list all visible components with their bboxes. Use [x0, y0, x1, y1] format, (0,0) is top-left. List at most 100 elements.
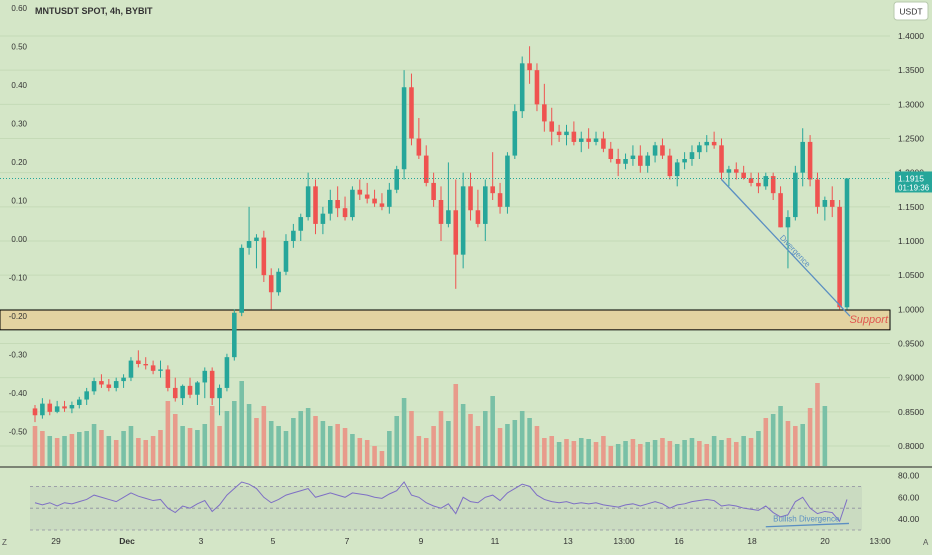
candle[interactable] — [615, 148, 621, 177]
candle[interactable] — [172, 377, 178, 402]
candle[interactable] — [807, 135, 813, 187]
candle[interactable] — [416, 118, 422, 159]
candle-body[interactable] — [47, 403, 53, 412]
candle[interactable] — [837, 200, 842, 310]
candle[interactable] — [601, 131, 606, 153]
candle[interactable] — [689, 145, 695, 166]
candle-body[interactable] — [195, 382, 200, 395]
price-axis[interactable]: 1.40001.35001.30001.25001.20001.15001.10… — [898, 31, 924, 451]
candle[interactable] — [793, 165, 798, 221]
candle-body[interactable] — [350, 189, 355, 218]
candle-body[interactable] — [77, 399, 82, 405]
candle[interactable] — [320, 206, 326, 235]
candle-body[interactable] — [704, 141, 710, 146]
candle-body[interactable] — [143, 364, 149, 366]
candle[interactable] — [423, 145, 429, 187]
candle-body[interactable] — [490, 186, 495, 194]
candle-body[interactable] — [623, 159, 628, 164]
candle-body[interactable] — [99, 381, 104, 385]
candle-body[interactable] — [453, 210, 459, 255]
candle-body[interactable] — [697, 145, 702, 153]
candle-body[interactable] — [431, 182, 436, 200]
candle-body[interactable] — [335, 200, 340, 209]
candle[interactable] — [815, 172, 820, 214]
candle-body[interactable] — [276, 271, 281, 293]
candle-body[interactable] — [40, 403, 45, 416]
candle[interactable] — [623, 153, 628, 170]
candle-body[interactable] — [357, 189, 363, 195]
candle-body[interactable] — [209, 370, 215, 399]
candle-body[interactable] — [409, 87, 414, 139]
candle[interactable] — [372, 189, 377, 207]
candle-body[interactable] — [69, 405, 75, 409]
candle[interactable] — [431, 172, 436, 207]
candle-body[interactable] — [121, 377, 126, 382]
candle-body[interactable] — [512, 111, 518, 156]
candle-body[interactable] — [187, 385, 193, 395]
candle[interactable] — [667, 148, 673, 180]
candle-body[interactable] — [483, 186, 488, 224]
candle[interactable] — [327, 189, 333, 221]
candle[interactable] — [593, 131, 599, 146]
candle[interactable] — [475, 189, 481, 228]
candle-body[interactable] — [446, 210, 451, 224]
candle[interactable] — [202, 367, 208, 399]
candle-body[interactable] — [298, 217, 304, 231]
candle[interactable] — [77, 396, 82, 409]
candle-body[interactable] — [217, 387, 222, 399]
candle[interactable] — [187, 377, 193, 399]
candle[interactable] — [446, 162, 451, 228]
candle[interactable] — [652, 141, 658, 163]
candle[interactable] — [239, 244, 244, 317]
candle[interactable] — [409, 73, 414, 146]
candle[interactable] — [542, 83, 547, 132]
candle[interactable] — [305, 172, 311, 221]
currency-button[interactable]: USDT — [893, 1, 929, 21]
candle-body[interactable] — [719, 145, 724, 173]
candle[interactable] — [785, 210, 791, 269]
candle[interactable] — [674, 159, 680, 187]
candle[interactable] — [770, 172, 776, 200]
candle-body[interactable] — [246, 241, 252, 248]
candle-body[interactable] — [608, 148, 614, 159]
candle-body[interactable] — [593, 138, 599, 142]
candle[interactable] — [246, 206, 252, 255]
candle[interactable] — [69, 401, 75, 414]
candle-body[interactable] — [667, 155, 673, 177]
candle[interactable] — [143, 357, 149, 370]
candle-body[interactable] — [379, 203, 385, 207]
candle-body[interactable] — [519, 63, 525, 112]
candle[interactable] — [645, 152, 650, 173]
candle-body[interactable] — [630, 155, 636, 159]
candle[interactable] — [549, 107, 555, 146]
candle-body[interactable] — [394, 169, 399, 190]
candle-body[interactable] — [733, 169, 739, 173]
candle[interactable] — [379, 193, 385, 211]
candle-body[interactable] — [113, 381, 119, 388]
candle-body[interactable] — [468, 186, 473, 211]
candle[interactable] — [630, 145, 636, 166]
candle[interactable] — [497, 182, 503, 214]
candle-body[interactable] — [32, 408, 38, 416]
candle-body[interactable] — [549, 121, 555, 132]
candle-body[interactable] — [313, 186, 318, 224]
candle-body[interactable] — [460, 186, 466, 255]
candle-body[interactable] — [84, 391, 89, 400]
candle-body[interactable] — [601, 138, 606, 149]
candle[interactable] — [335, 186, 340, 218]
candle[interactable] — [158, 360, 163, 378]
candle-body[interactable] — [660, 145, 665, 156]
candle[interactable] — [490, 152, 495, 200]
candle[interactable] — [697, 141, 702, 159]
candle[interactable] — [276, 268, 281, 296]
candle[interactable] — [121, 374, 126, 388]
candle-body[interactable] — [807, 141, 813, 180]
candle-body[interactable] — [615, 159, 621, 164]
candle[interactable] — [54, 400, 60, 414]
candle-body[interactable] — [815, 179, 820, 207]
candle[interactable] — [733, 162, 739, 180]
candle[interactable] — [638, 145, 643, 173]
candle[interactable] — [704, 135, 710, 153]
candle[interactable] — [505, 152, 510, 214]
